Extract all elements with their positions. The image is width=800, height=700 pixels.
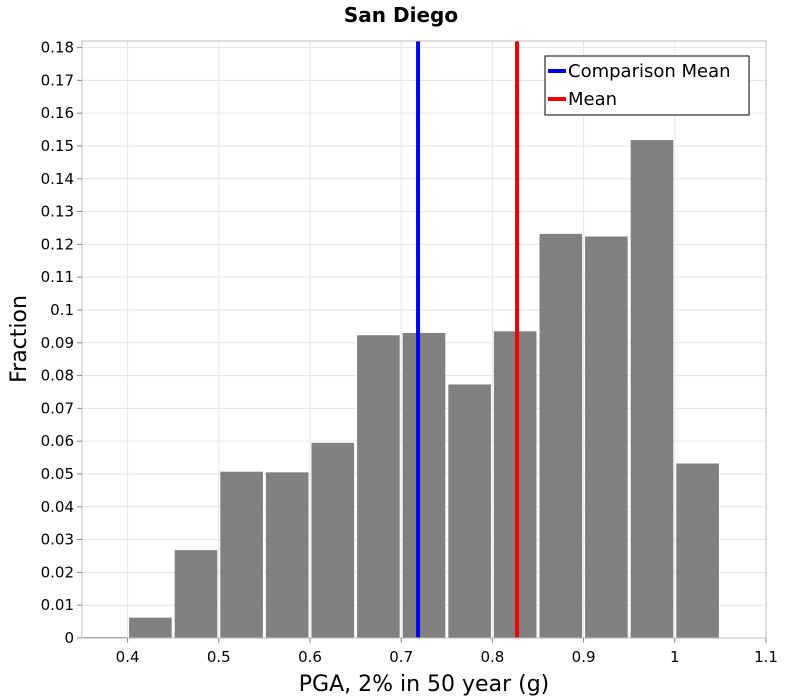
x-tick-label: 0.9: [572, 648, 596, 666]
legend-box: [544, 55, 750, 116]
histogram-bar-13: [676, 463, 719, 638]
legend-label-0: Comparison Mean: [568, 61, 731, 82]
y-tick-label: 0.09: [41, 334, 74, 352]
x-axis-ticks: 0.4 0.5 0.6 0.7 0.8 0.9 1 1.1: [116, 638, 778, 666]
y-tick-label: 0.12: [41, 235, 74, 253]
y-tick-label: 0: [64, 629, 74, 647]
y-axis-label: Fraction: [7, 295, 32, 383]
x-tick-label: 0.4: [116, 648, 140, 666]
y-tick-label: 0.05: [41, 465, 74, 483]
y-tick-label: 0.15: [41, 137, 74, 155]
x-tick-label: 0.6: [298, 648, 322, 666]
x-tick-label: 0.8: [480, 648, 504, 666]
y-tick-label: 0.13: [41, 203, 74, 221]
plot-frame: [81, 40, 767, 639]
y-tick-label: 0.01: [41, 596, 74, 614]
histogram-bar-12: [630, 140, 674, 639]
histogram-bar-5: [311, 442, 355, 638]
y-tick-label: 0.17: [41, 71, 74, 89]
mean-lines: [416, 41, 520, 638]
y-tick-label: 0.02: [41, 563, 74, 581]
histogram-bar-2: [174, 550, 218, 638]
x-tick-label: 0.7: [389, 648, 413, 666]
y-tick-label: 0.06: [41, 432, 74, 450]
x-tick-label: 1.1: [754, 648, 778, 666]
y-tick-label: 0.1: [50, 301, 74, 319]
histogram-bar-11: [585, 236, 628, 638]
histogram-bar-6: [357, 335, 400, 638]
y-tick-label: 0.18: [41, 39, 74, 57]
legend: Comparison Mean Mean: [544, 55, 750, 116]
y-tick-label: 0.11: [41, 268, 74, 286]
y-axis-ticks: 0 0.01 0.02 0.03 0.04 0.05 0.06 0.07 0.08 0.09 0.1…: [41, 39, 82, 647]
y-tick-label: 0.03: [41, 531, 74, 549]
y-tick-label: 0.16: [41, 104, 74, 122]
y-tick-label: 0.04: [41, 498, 74, 516]
histogram-bar-10: [539, 233, 583, 638]
legend-label-1: Mean: [568, 89, 617, 110]
histogram-bar-7: [402, 332, 446, 638]
histogram-bar-4: [265, 472, 309, 638]
x-axis-label: PGA, 2% in 50 year (g): [299, 672, 550, 697]
histogram-bar-1: [129, 617, 172, 638]
y-tick-label: 0.07: [41, 399, 74, 417]
chart-title: San Diego: [344, 3, 458, 27]
histogram-bar-3: [220, 471, 263, 638]
x-tick-label: 0.5: [207, 648, 231, 666]
x-tick-label: 1: [670, 648, 680, 666]
y-tick-label: 0.14: [41, 170, 74, 188]
y-tick-label: 0.08: [41, 367, 74, 385]
bars: [83, 140, 719, 639]
histogram-bar-8: [448, 384, 491, 638]
